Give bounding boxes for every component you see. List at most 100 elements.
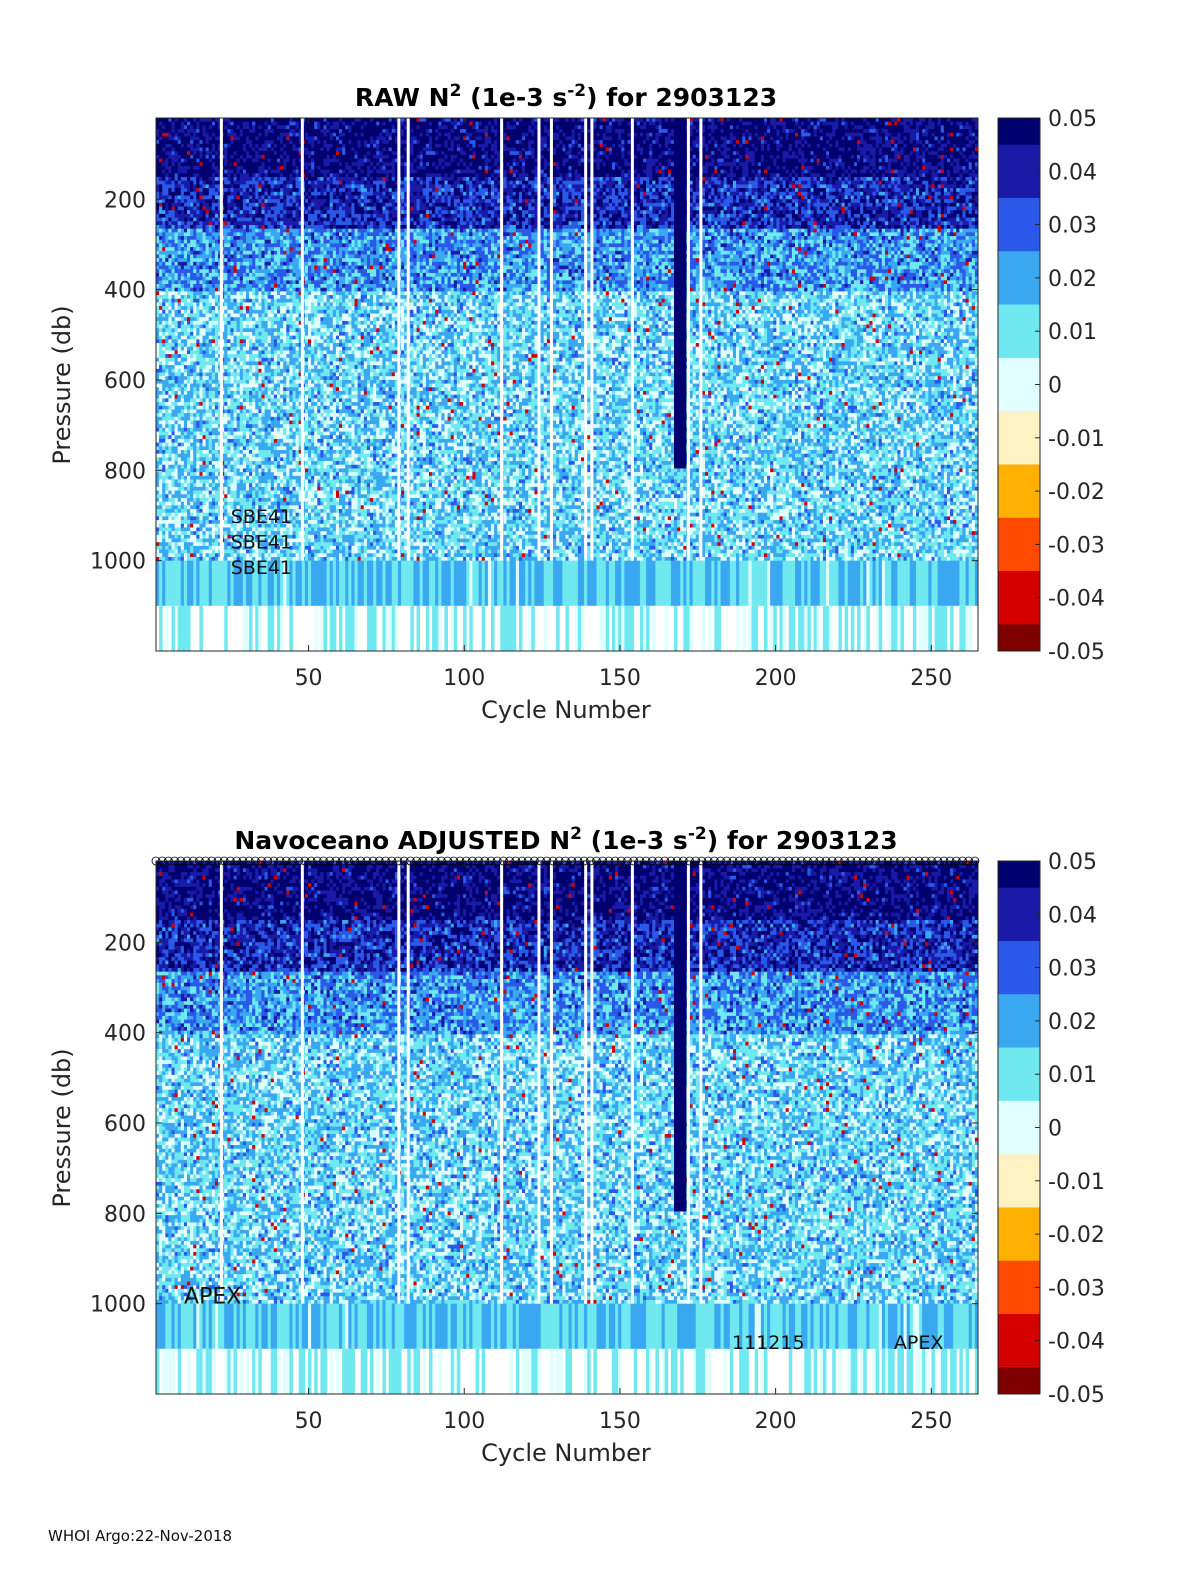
heatmap-cell <box>162 343 166 347</box>
heatmap-cell <box>168 498 172 502</box>
heatmap-cell <box>156 542 160 546</box>
heatmap-cell <box>159 325 163 329</box>
heatmap-cell <box>156 122 160 126</box>
heatmap-cell <box>159 494 163 498</box>
heatmap-cell <box>156 203 160 207</box>
heatmap-cell <box>159 181 163 185</box>
heatmap-cell <box>156 151 160 155</box>
heatmap-cell <box>162 494 166 498</box>
heatmap-cell <box>165 435 169 439</box>
heatmap-cell <box>165 118 169 122</box>
heatmap-cell <box>165 210 169 214</box>
heatmap-cell <box>156 380 160 384</box>
heatmap-cell <box>165 218 169 222</box>
heatmap-cell <box>156 306 160 310</box>
heatmap-cell <box>156 402 160 406</box>
heatmap-cell <box>168 387 172 391</box>
heatmap-cell <box>159 516 163 520</box>
heatmap-cell <box>156 314 160 318</box>
heatmap-cell <box>159 395 163 399</box>
heatmap-cell <box>165 487 169 491</box>
heatmap-cell <box>165 406 169 410</box>
heatmap-cell <box>168 243 172 247</box>
heatmap-cell <box>165 513 169 517</box>
heatmap-cell <box>156 162 160 166</box>
heatmap-cell <box>159 539 163 543</box>
heatmap-cell <box>159 232 163 236</box>
heatmap-cell <box>156 321 160 325</box>
heatmap-cell <box>156 177 160 181</box>
heatmap-cell <box>162 516 166 520</box>
heatmap-cell <box>156 343 160 347</box>
heatmap-cell <box>172 151 176 155</box>
heatmap-cell <box>156 476 160 480</box>
heatmap-cell <box>168 269 172 273</box>
heatmap-cell <box>172 122 176 126</box>
heatmap-cell <box>168 417 172 421</box>
heatmap-cell <box>159 373 163 377</box>
heatmap-cell <box>159 369 163 373</box>
heatmap-cell <box>159 409 163 413</box>
heatmap-cell <box>165 144 169 148</box>
heatmap-cell <box>165 151 169 155</box>
heatmap-cell <box>168 520 172 524</box>
heatmap-cell <box>162 432 166 436</box>
heatmap-cell <box>162 118 166 122</box>
heatmap-cell <box>172 159 176 163</box>
heatmap-cell <box>159 247 163 251</box>
heatmap-cell <box>156 144 160 148</box>
heatmap-cell <box>165 317 169 321</box>
heatmap-cell <box>162 192 166 196</box>
heatmap-cell <box>156 409 160 413</box>
heatmap-cell <box>165 343 169 347</box>
heatmap-cell <box>162 527 166 531</box>
heatmap-cell <box>159 476 163 480</box>
heatmap-cell <box>162 446 166 450</box>
heatmap-cell <box>162 302 166 306</box>
heatmap-cell <box>162 314 166 318</box>
heatmap-cell <box>159 214 163 218</box>
heatmap-cell <box>159 269 163 273</box>
heatmap-cell <box>162 317 166 321</box>
heatmap-cell <box>159 384 163 388</box>
heatmap-cell <box>168 317 172 321</box>
heatmap-cell <box>156 531 160 535</box>
figure: RAW N2 (1e-3 s-2) for 2903123 50 100 150 20… <box>0 0 1200 1575</box>
heatmap-cell <box>159 443 163 447</box>
heatmap-cell <box>168 266 172 270</box>
heatmap-cell <box>168 148 172 152</box>
heatmap-cell <box>165 288 169 292</box>
heatmap-cell <box>168 454 172 458</box>
heatmap-cell <box>159 317 163 321</box>
heatmap-cell <box>162 199 166 203</box>
heatmap-cell <box>159 505 163 509</box>
heatmap-cell <box>165 454 169 458</box>
heatmap-cell <box>165 395 169 399</box>
heatmap-cell <box>162 550 166 554</box>
heatmap-cell <box>165 550 169 554</box>
heatmap-cell <box>165 465 169 469</box>
heatmap-cell <box>162 391 166 395</box>
heatmap-cell <box>165 539 169 543</box>
heatmap-cell <box>168 277 172 281</box>
heatmap-cell <box>159 148 163 152</box>
heatmap-cell <box>156 254 160 258</box>
heatmap-cell <box>159 391 163 395</box>
heatmap-cell <box>165 295 169 299</box>
heatmap-cell <box>162 553 166 557</box>
heatmap-cell <box>156 446 160 450</box>
heatmap-cell <box>162 465 166 469</box>
heatmap-cell <box>159 144 163 148</box>
heatmap-cell <box>159 302 163 306</box>
heatmap-cell <box>159 553 163 557</box>
heatmap-cell <box>165 258 169 262</box>
heatmap-cell <box>168 513 172 517</box>
heatmap-cell <box>165 310 169 314</box>
heatmap-cell <box>162 280 166 284</box>
heatmap-cell <box>168 446 172 450</box>
heatmap-cell <box>162 402 166 406</box>
heatmap-cell <box>168 553 172 557</box>
heatmap-cell <box>159 361 163 365</box>
heatmap-cell <box>156 417 160 421</box>
heatmap-cell <box>168 155 172 159</box>
